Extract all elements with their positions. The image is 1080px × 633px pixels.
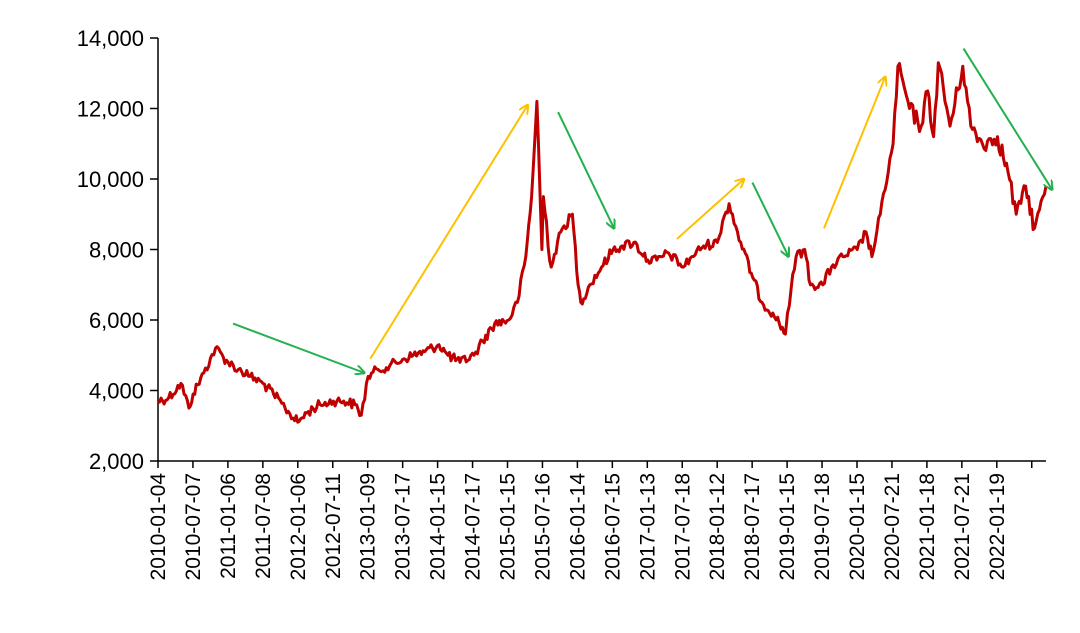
x-tick-label: 2022-01-19 xyxy=(986,473,1009,580)
x-tick-label: 2017-07-18 xyxy=(671,473,694,580)
x-tick-label: 2018-01-12 xyxy=(706,473,729,580)
x-tick-label: 2015-01-15 xyxy=(497,473,520,580)
x-tick-label: 2017-01-13 xyxy=(636,473,659,580)
x-tick-label: 2018-07-17 xyxy=(741,473,764,580)
x-tick-label: 2012-07-11 xyxy=(322,473,345,579)
arrow-up-2017-arrow xyxy=(676,179,744,240)
arrow-up-2013-arrow xyxy=(369,105,527,360)
x-tick-label: 2016-07-15 xyxy=(601,473,624,580)
x-tick-label: 2021-07-21 xyxy=(951,473,974,580)
x-tick-label: 2010-07-07 xyxy=(182,473,205,580)
y-tick-label: 10,000 xyxy=(77,167,144,192)
y-tick-label: 4,000 xyxy=(89,379,144,404)
arrow-down-2018-arrow xyxy=(751,182,788,257)
trend-arrows xyxy=(232,48,1053,373)
arrow-down-2011-arrow xyxy=(232,322,364,373)
y-tick-label: 12,000 xyxy=(77,97,144,122)
x-tick-label: 2010-01-04 xyxy=(147,473,170,581)
x-tick-label: 2020-01-15 xyxy=(846,473,869,580)
x-tick-label: 2019-07-18 xyxy=(811,473,834,580)
x-tick-label: 2013-01-09 xyxy=(357,473,380,580)
x-tick-label: 2011-07-08 xyxy=(252,473,275,579)
arrow-down-2015-arrow xyxy=(557,111,614,228)
x-tick-label: 2016-01-14 xyxy=(566,473,589,581)
y-axis-ticks: 2,000 4,000 6,000 8,000 10,000 12,000 14,000 xyxy=(77,26,158,474)
y-tick-label: 6,000 xyxy=(89,308,144,333)
x-tick-label: 2021-01-18 xyxy=(916,473,939,580)
x-tick-label: 2014-01-15 xyxy=(427,473,450,580)
x-axis-ticks: 2010-01-04 2010-07-07 2011-01-06 2011-07-08… xyxy=(147,461,1033,581)
arrow-down-2021-arrow xyxy=(962,48,1053,190)
x-tick-label: 2019-01-15 xyxy=(776,473,799,580)
series-layer xyxy=(157,61,1048,424)
series-line-0 xyxy=(157,61,1048,424)
x-tick-label: 2011-01-06 xyxy=(217,473,240,579)
axes xyxy=(157,38,1046,462)
arrow-up-2019-arrow xyxy=(823,77,885,229)
x-tick-label: 2013-07-17 xyxy=(392,473,415,580)
x-tick-label: 2015-07-16 xyxy=(531,473,554,580)
x-tick-label: 2012-01-06 xyxy=(287,473,310,580)
y-tick-label: 8,000 xyxy=(89,238,144,263)
y-tick-label: 14,000 xyxy=(77,26,144,51)
x-tick-label: 2014-07-17 xyxy=(462,473,485,580)
x-tick-label: 2020-07-21 xyxy=(881,473,904,580)
y-tick-label: 2,000 xyxy=(89,449,144,474)
